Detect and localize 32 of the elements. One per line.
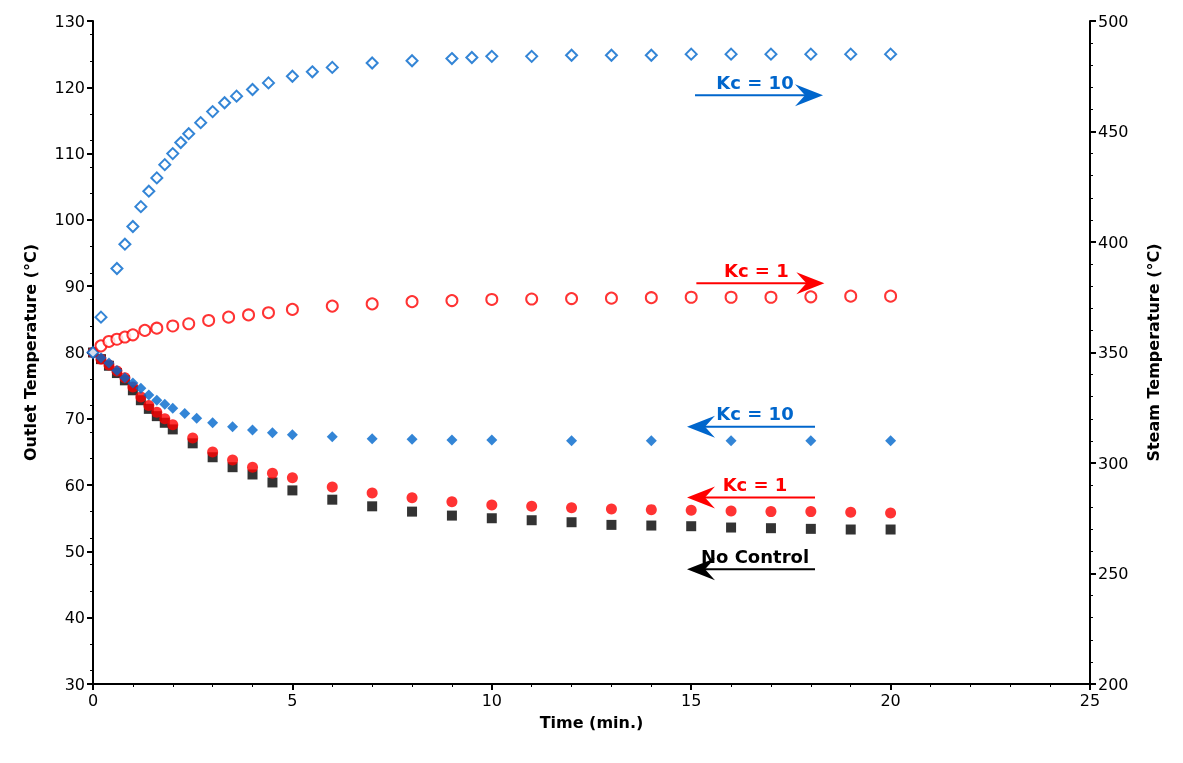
x-axis-title: Time (min.) bbox=[539, 712, 644, 732]
y-tick-label: 90 bbox=[64, 276, 85, 296]
y-tick-label: 30 bbox=[64, 674, 85, 694]
annotation: Kc = 10 bbox=[716, 71, 794, 93]
y-tick-label: 50 bbox=[64, 541, 85, 561]
y2-tick-label: 500 bbox=[1098, 11, 1129, 31]
y2-tick-label: 200 bbox=[1098, 674, 1129, 694]
annotation: No Control bbox=[700, 545, 810, 567]
y2-axis-title: Steam Temperature (°C) bbox=[1143, 243, 1163, 462]
y2-tick-label: 400 bbox=[1098, 232, 1129, 252]
x-tick-label: 10 bbox=[481, 690, 502, 710]
y-tick-label: 100 bbox=[54, 210, 85, 230]
annotation: Kc = 10 bbox=[716, 403, 794, 425]
y-tick-label: 60 bbox=[64, 475, 85, 495]
y2-tick-label: 300 bbox=[1098, 453, 1129, 473]
y2-tick-label: 450 bbox=[1098, 122, 1129, 141]
annotation: Kc = 1 bbox=[722, 474, 788, 496]
y-tick-label: 130 bbox=[54, 11, 85, 31]
x-tick-label: 25 bbox=[1079, 690, 1101, 710]
x-tick-label: 0 bbox=[87, 690, 99, 710]
y2-tick-label: 250 bbox=[1098, 564, 1129, 583]
x-tick-label: 15 bbox=[681, 690, 702, 710]
y-axis-title: Outlet Temperature (°C) bbox=[20, 243, 40, 462]
y-tick-label: 40 bbox=[64, 608, 85, 628]
annotation: Kc = 1 bbox=[723, 259, 789, 281]
y-tick-label: 110 bbox=[54, 144, 85, 164]
y-tick-label: 80 bbox=[64, 343, 85, 362]
y-tick-label: 70 bbox=[64, 409, 85, 429]
y2-tick-label: 350 bbox=[1098, 343, 1129, 362]
y-tick-label: 120 bbox=[54, 77, 85, 97]
x-tick-label: 5 bbox=[287, 690, 298, 710]
x-tick-label: 20 bbox=[880, 690, 901, 710]
